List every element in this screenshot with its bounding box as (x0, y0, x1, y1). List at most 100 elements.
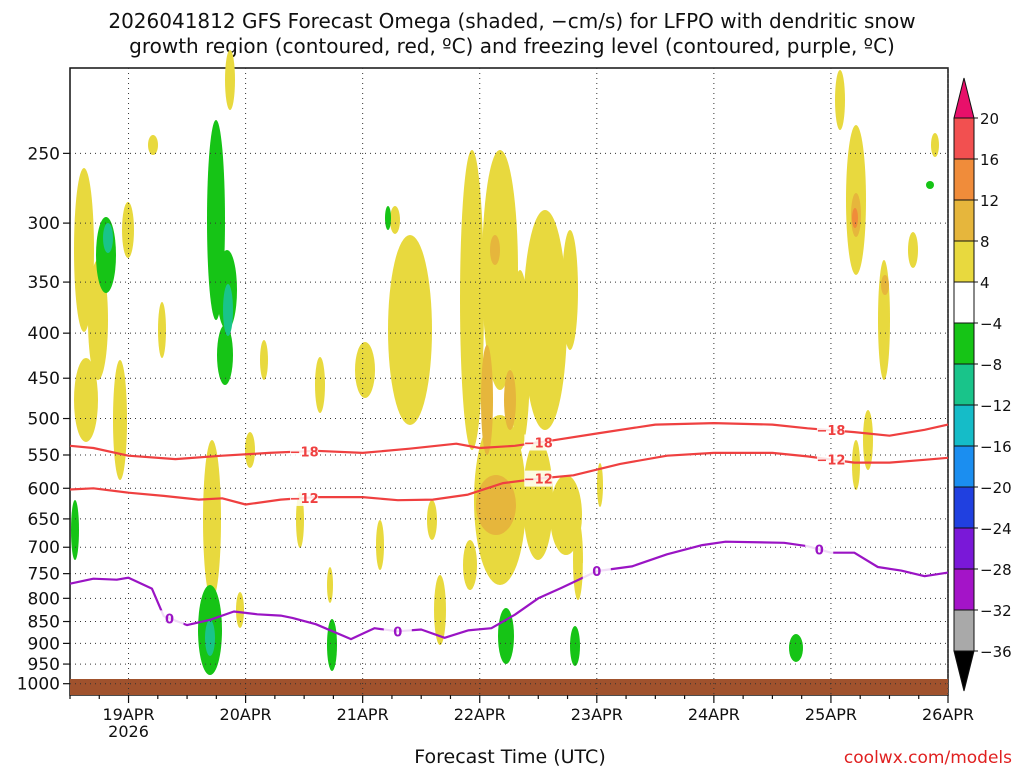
x-tick-sublabel: 2026 (108, 722, 149, 741)
omega-shaded-region (236, 592, 244, 628)
omega-shaded-region (490, 235, 500, 265)
colorbar-label: −8 (980, 356, 1002, 374)
y-tick-label: 650 (28, 510, 60, 530)
x-tick-label: 26APR (922, 705, 974, 724)
contour-label-background (805, 541, 834, 558)
contour-label-background (290, 489, 319, 506)
x-tick-label: 24APR (688, 705, 740, 724)
chart-title-line-2: growth region (contoured, red, ºC) and f… (129, 34, 895, 58)
omega-shaded-region (852, 208, 858, 228)
omega-shaded-region (573, 520, 583, 600)
omega-shaded-region (122, 202, 134, 258)
y-tick-label: 950 (28, 655, 60, 675)
colorbar-cap-top (953, 77, 975, 119)
omega-shaded-region (385, 206, 391, 230)
omega-shaded-region (562, 230, 578, 350)
omega-shaded-region (570, 626, 580, 666)
y-tick-label: 850 (28, 613, 60, 633)
contour-label: 0 (592, 565, 601, 580)
contour-label-background (383, 623, 412, 640)
contour-label: −12 (290, 492, 319, 507)
colorbar-label: −16 (980, 438, 1012, 456)
omega-shading-layer (71, 50, 939, 675)
omega-shaded-region (852, 440, 860, 490)
colorbar-box (953, 117, 975, 160)
contour-label: 0 (815, 543, 824, 558)
omega-shaded-region (103, 223, 113, 253)
omega-shaded-region (504, 370, 516, 430)
omega-shaded-region (931, 133, 939, 157)
y-tick-label: 300 (28, 214, 60, 234)
omega-shaded-region (315, 357, 325, 413)
omega-shaded-region (523, 210, 567, 430)
colorbar-box (953, 281, 975, 324)
contour-layer: −18 −18 −18 −12 −12 −12 0 0 0 0 (69, 422, 949, 640)
omega-shaded-region (113, 360, 127, 480)
colorbar-box (953, 322, 975, 365)
omega-shaded-region (388, 235, 432, 425)
credit-link[interactable]: coolwx.com/models (844, 748, 1012, 768)
x-tick-label: 25APR (805, 705, 857, 724)
y-tick-label: 750 (28, 565, 60, 585)
contour-label: 0 (165, 612, 174, 627)
y-tick-label: 800 (28, 589, 60, 609)
x-tick-label: 21APR (337, 705, 389, 724)
omega-shaded-region (205, 620, 215, 656)
omega-shaded-region (71, 500, 79, 560)
contour-label-background (524, 434, 553, 451)
omega-shaded-region (908, 232, 918, 268)
omega-shaded-region (390, 206, 400, 234)
omega-shaded-region (225, 50, 235, 110)
omega-shaded-region (355, 342, 375, 398)
colorbar-box (953, 363, 975, 406)
contour-label: −18 (524, 436, 553, 451)
y-tick-label: 550 (28, 446, 60, 466)
y-tick-label: 1000 (17, 675, 60, 695)
omega-colorbar: 20 16 12 8 4 −4 −8 −12 −16 −20 −24 −28 −32 −36 (953, 77, 1012, 692)
colorbar-box (953, 199, 975, 242)
x-tick-label: 19APR (102, 705, 154, 724)
colorbar-box (953, 568, 975, 611)
omega-shaded-region (597, 463, 603, 507)
contour-label-background (816, 451, 845, 468)
omega-shaded-region (863, 410, 873, 470)
contour-label: −12 (524, 473, 553, 488)
colorbar-box (953, 240, 975, 283)
omega-shaded-region (427, 500, 437, 540)
omega-shaded-region (881, 275, 889, 295)
omega-shaded-region (835, 70, 845, 130)
omega-shaded-region (217, 325, 233, 385)
omega-shaded-region (74, 168, 94, 332)
colorbar-label: 4 (980, 274, 990, 292)
contour-label-background (155, 610, 184, 627)
pressure-axis: 2503003504004505005506006507007508008509… (17, 144, 70, 695)
colorbar-box (953, 404, 975, 447)
colorbar-cap-bottom (953, 650, 975, 692)
y-tick-label: 700 (28, 538, 60, 558)
omega-shaded-region (523, 440, 553, 560)
contour-label: −18 (816, 424, 845, 439)
ground-strip (70, 679, 948, 695)
colorbar-label: −28 (980, 561, 1012, 579)
omega-shaded-region (148, 135, 158, 155)
contour-label: 0 (393, 625, 402, 640)
x-axis-title: Forecast Time (UTC) (414, 746, 605, 768)
omega-shaded-region (296, 492, 304, 548)
omega-shaded-region (926, 181, 934, 189)
colorbar-label: 12 (980, 192, 999, 210)
omega-shaded-region (463, 540, 477, 590)
colorbar-box (953, 445, 975, 488)
contour-label: −12 (816, 453, 845, 468)
colorbar-label: −32 (980, 602, 1012, 620)
omega-shaded-region (203, 440, 221, 600)
y-tick-label: 900 (28, 634, 60, 654)
colorbar-label: 8 (980, 233, 990, 251)
omega-shaded-region (481, 345, 493, 455)
contour-label-background (524, 470, 553, 487)
omega-shaded-region (376, 520, 384, 570)
omega-shaded-region (223, 284, 233, 336)
contour-label-background (582, 563, 611, 580)
x-tick-label: 23APR (571, 705, 623, 724)
